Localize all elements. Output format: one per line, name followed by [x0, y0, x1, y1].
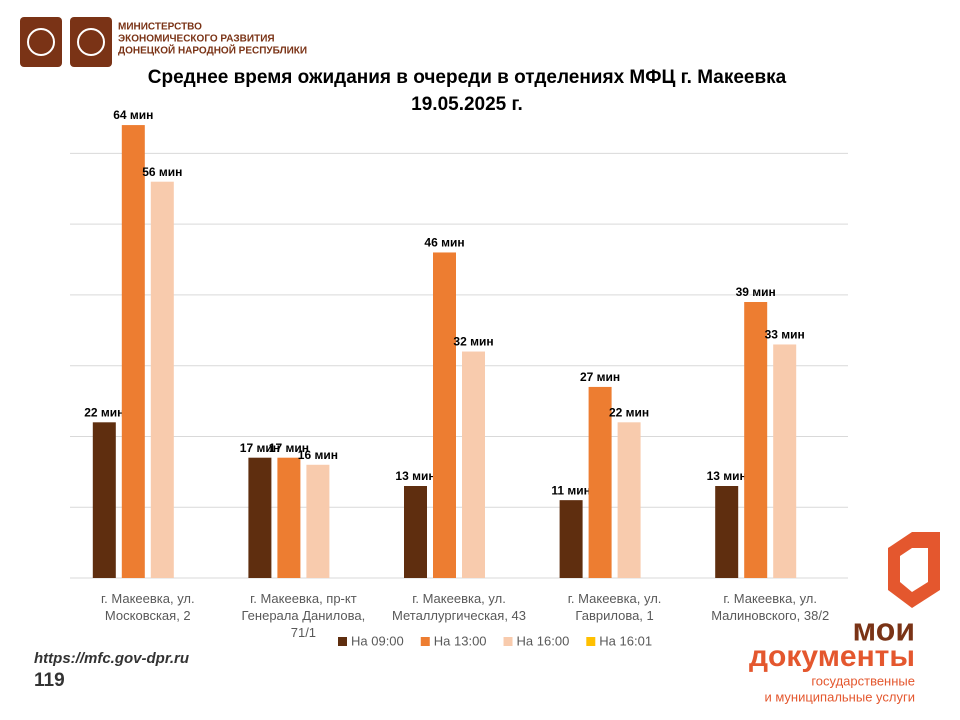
- ministry-line: МИНИСТЕРСТВО: [118, 22, 202, 33]
- legend-label: На 16:01: [599, 633, 652, 648]
- data-label: 17 мин: [240, 441, 280, 455]
- x-tick-label: г. Макеевка, ул. Малиновского, 38/2: [711, 591, 830, 623]
- data-label: 33 мин: [765, 328, 805, 342]
- data-label: 17 мин: [269, 441, 309, 455]
- data-label: 11 мин: [551, 483, 591, 497]
- legend-label: На 16:00: [517, 633, 570, 648]
- logo-subtext: государственные: [811, 673, 915, 688]
- bar: [306, 464, 330, 578]
- chart-title: Среднее время ожидания в очереди в отдел…: [148, 67, 787, 88]
- bar: [744, 302, 768, 578]
- bar: [150, 181, 174, 578]
- logo-text: мои: [853, 611, 915, 647]
- data-label: 22 мин: [609, 405, 649, 419]
- data-label: 64 мин: [113, 108, 153, 122]
- x-tick-label: г. Макеевка, ул. Московская, 2: [100, 591, 195, 623]
- bar: [92, 422, 116, 578]
- bar: [462, 351, 485, 578]
- logo-subtext: и муниципальные услуги: [764, 689, 915, 704]
- bar: [121, 125, 145, 579]
- data-label: 27 мин: [580, 370, 620, 384]
- bar: [617, 422, 641, 578]
- ministry-line: ДОНЕЦКОЙ НАРОДНОЙ РЕСПУБЛИКИ: [118, 44, 307, 57]
- bar: [559, 500, 583, 578]
- data-label: 16 мин: [298, 448, 338, 462]
- x-tick-label: г. Макеевка, ул. Металлургическая, 43: [392, 591, 526, 623]
- data-label: 22 мин: [84, 405, 124, 419]
- legend-label: На 09:00: [351, 633, 404, 648]
- data-label: 56 мин: [142, 165, 182, 179]
- legend-swatch: [586, 637, 596, 646]
- logo-text: документы: [749, 640, 915, 673]
- site-url: https://mfc.gov-dpr.ru: [34, 650, 189, 667]
- data-label: 39 мин: [736, 285, 776, 299]
- bar: [773, 344, 797, 578]
- x-tick-label: г. Макеевка, пр-кт Генерала Данилова, 71…: [241, 591, 366, 640]
- chart-subtitle: 19.05.2025 г.: [411, 94, 523, 115]
- data-label: 46 мин: [424, 236, 464, 250]
- phone: 119: [34, 670, 65, 691]
- emblem-icon: [77, 28, 105, 56]
- emblem-icon: [27, 28, 55, 56]
- bar: [433, 252, 456, 578]
- data-label: 13 мин: [395, 469, 435, 483]
- ministry-line: ЭКОНОМИЧЕСКОГО РАЗВИТИЯ: [118, 34, 275, 45]
- legend-swatch: [420, 637, 430, 646]
- legend-swatch: [338, 637, 347, 646]
- legend-label: На 13:00: [434, 633, 487, 648]
- bar: [277, 457, 301, 578]
- emblem: [20, 17, 62, 67]
- bar: [248, 457, 272, 578]
- bar: [404, 486, 427, 578]
- bar: [588, 386, 612, 578]
- data-label: 13 мин: [707, 469, 747, 483]
- x-tick-label: г. Макеевка, ул. Гаврилова, 1: [567, 591, 662, 623]
- bar: [715, 486, 739, 578]
- legend-swatch: [503, 637, 513, 646]
- emblem: [70, 17, 112, 67]
- logo-icon: [900, 548, 928, 592]
- data-label: 32 мин: [453, 335, 493, 349]
